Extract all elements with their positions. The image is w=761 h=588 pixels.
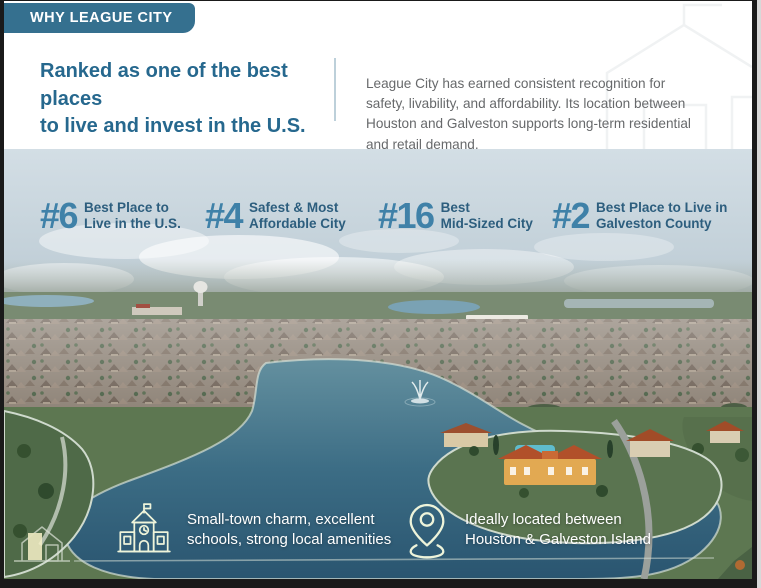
slide-headline: Ranked as one of the best places to live… xyxy=(40,58,345,141)
slide-description: League City has earned consistent recogn… xyxy=(366,75,691,152)
park-bank xyxy=(4,409,95,579)
callout-text-line-1: Ideally located between xyxy=(465,510,622,528)
stat-label: Safest & Most Affordable City xyxy=(249,200,346,232)
callout-schools: Small-town charm, excellent schools, str… xyxy=(116,502,391,558)
stat-mid-sized-city: #16 Best Mid-Sized City xyxy=(378,198,533,234)
stat-rank: #4 xyxy=(205,195,244,236)
headline-line-1: Ranked as one of the best places xyxy=(40,60,288,110)
stat-label-line-1: Best Place to Live in xyxy=(596,199,728,215)
slide: WHY LEAGUE CITY Ranked as one of the bes… xyxy=(4,1,752,579)
callout-text-line-2: Houston & Galveston Island xyxy=(465,531,651,548)
callout-text-line-1: Small-town charm, excellent xyxy=(187,510,375,528)
callout-location-text: Ideally located between Houston & Galves… xyxy=(465,510,651,551)
stat-rank: #16 xyxy=(378,195,435,236)
stat-label: Best Place to Live in the U.S. xyxy=(84,200,181,232)
callout-location: Ideally located between Houston & Galves… xyxy=(404,500,651,560)
stat-rank: #6 xyxy=(40,195,79,236)
stat-label-line-2: Galveston County xyxy=(596,216,712,231)
water-tower xyxy=(193,281,208,306)
stat-label-line-2: Live in the U.S. xyxy=(84,216,181,231)
section-badge: WHY LEAGUE CITY xyxy=(4,3,195,33)
stat-label-line-1: Safest & Most xyxy=(249,199,339,215)
stat-label: Best Mid-Sized City xyxy=(441,200,533,232)
callout-text-line-2: schools, strong local amenities xyxy=(187,531,392,548)
school-icon xyxy=(117,503,171,553)
stat-label-line-1: Best xyxy=(440,199,470,215)
house-logo-watermark xyxy=(14,526,70,562)
stat-label-line-1: Best Place to xyxy=(84,199,169,215)
stat-label-line-2: Mid-Sized City xyxy=(440,216,533,231)
stat-rank: #2 xyxy=(552,195,591,236)
location-pin-icon xyxy=(409,503,445,559)
mansion-peninsula xyxy=(427,418,723,579)
section-badge-label: WHY LEAGUE CITY xyxy=(30,10,173,26)
callout-schools-text: Small-town charm, excellent schools, str… xyxy=(187,510,391,551)
stat-galveston-county: #2 Best Place to Live in Galveston Count… xyxy=(552,198,727,234)
lake-fountain xyxy=(404,380,436,407)
screen-edge xyxy=(757,0,761,588)
stat-label-line-2: Affordable City xyxy=(249,216,346,231)
stat-safest-affordable: #4 Safest & Most Affordable City xyxy=(205,198,346,234)
stat-best-place-us: #6 Best Place to Live in the U.S. xyxy=(40,198,181,234)
stat-label: Best Place to Live in Galveston County xyxy=(596,200,727,232)
headline-line-2: to live and invest in the U.S. xyxy=(40,115,306,138)
aerial-photo-graphic xyxy=(4,149,752,579)
vertical-divider xyxy=(334,58,336,121)
aerial-photo xyxy=(4,149,752,579)
